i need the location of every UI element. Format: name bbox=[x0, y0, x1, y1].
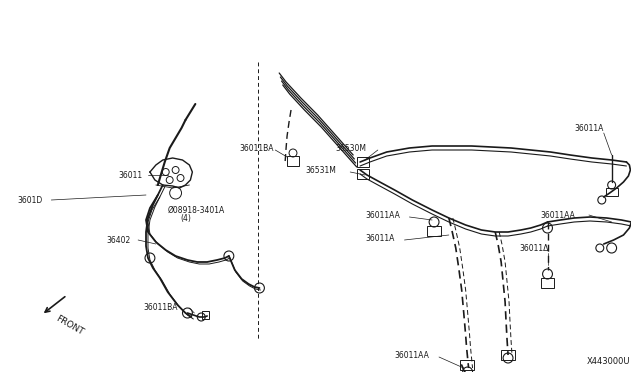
Bar bbox=[427, 226, 441, 236]
Text: (4): (4) bbox=[180, 214, 191, 222]
Text: 36011AA: 36011AA bbox=[541, 211, 575, 219]
Text: 36011Δ: 36011Δ bbox=[520, 244, 549, 253]
Text: FRONT: FRONT bbox=[54, 314, 85, 337]
Bar bbox=[287, 156, 299, 166]
Text: 36011AA: 36011AA bbox=[395, 350, 429, 359]
Bar bbox=[541, 278, 554, 288]
Text: 36011AA: 36011AA bbox=[365, 211, 400, 219]
Text: 36530M: 36530M bbox=[335, 144, 367, 153]
Text: 36011A: 36011A bbox=[365, 234, 394, 243]
Bar bbox=[501, 350, 515, 360]
Bar bbox=[202, 311, 209, 319]
Bar bbox=[357, 169, 369, 179]
Bar bbox=[357, 157, 369, 167]
Bar bbox=[605, 188, 618, 196]
Text: 36011A: 36011A bbox=[574, 124, 604, 132]
Text: Ø08918-3401A: Ø08918-3401A bbox=[168, 205, 225, 215]
Text: 36531M: 36531M bbox=[306, 166, 337, 174]
Text: 3601D: 3601D bbox=[18, 196, 43, 205]
Text: 36011BA: 36011BA bbox=[240, 144, 275, 153]
Text: X443000U: X443000U bbox=[587, 357, 630, 366]
Bar bbox=[460, 360, 474, 370]
Text: 36011BA: 36011BA bbox=[143, 304, 177, 312]
Text: 36011: 36011 bbox=[118, 170, 143, 180]
Text: 36402: 36402 bbox=[106, 235, 131, 244]
